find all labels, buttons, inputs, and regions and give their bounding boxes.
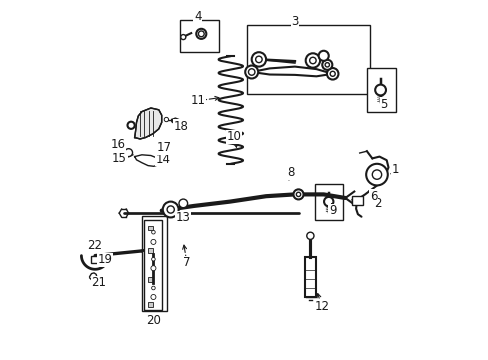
Bar xyxy=(89,245,98,251)
Bar xyxy=(314,184,343,220)
Circle shape xyxy=(329,71,335,76)
Circle shape xyxy=(127,122,134,129)
Circle shape xyxy=(167,206,174,213)
Circle shape xyxy=(325,63,329,67)
Circle shape xyxy=(296,192,300,197)
Bar xyxy=(148,277,153,282)
Circle shape xyxy=(255,56,262,63)
Circle shape xyxy=(151,294,156,300)
Circle shape xyxy=(151,257,155,261)
Circle shape xyxy=(326,68,338,80)
Text: 18: 18 xyxy=(174,120,188,132)
Text: 5: 5 xyxy=(380,98,387,111)
Text: 14: 14 xyxy=(156,153,171,166)
Text: 10: 10 xyxy=(226,130,242,143)
Circle shape xyxy=(293,189,303,199)
Text: 21: 21 xyxy=(91,276,106,289)
Circle shape xyxy=(366,164,387,185)
Text: 6: 6 xyxy=(369,190,376,203)
Text: 8: 8 xyxy=(287,166,294,179)
Text: 12: 12 xyxy=(314,300,329,313)
Text: 1: 1 xyxy=(391,163,399,176)
Circle shape xyxy=(248,69,254,75)
Bar xyxy=(352,196,363,205)
Circle shape xyxy=(172,119,176,123)
Circle shape xyxy=(305,53,320,68)
Circle shape xyxy=(309,57,316,64)
Bar xyxy=(148,226,153,230)
Circle shape xyxy=(124,149,132,157)
Bar xyxy=(144,220,162,310)
Circle shape xyxy=(181,35,185,40)
Circle shape xyxy=(179,199,187,208)
Text: 2: 2 xyxy=(373,197,381,210)
Circle shape xyxy=(371,170,381,179)
Bar xyxy=(91,256,100,263)
Text: 17: 17 xyxy=(157,141,172,154)
Text: 19: 19 xyxy=(97,253,112,266)
Text: 7: 7 xyxy=(183,256,190,269)
Text: 15: 15 xyxy=(112,152,127,165)
Bar xyxy=(148,302,153,307)
Bar xyxy=(148,248,153,253)
Circle shape xyxy=(196,29,206,39)
Bar xyxy=(366,68,395,112)
Text: 11: 11 xyxy=(190,94,205,107)
Bar xyxy=(179,20,218,52)
Circle shape xyxy=(318,51,328,61)
Circle shape xyxy=(251,52,265,67)
Circle shape xyxy=(306,232,313,239)
Circle shape xyxy=(164,117,168,122)
Text: 20: 20 xyxy=(146,314,161,327)
Text: 22: 22 xyxy=(87,239,102,252)
Polygon shape xyxy=(134,108,162,139)
Circle shape xyxy=(198,31,204,37)
Circle shape xyxy=(151,239,156,244)
Text: 3: 3 xyxy=(291,15,298,28)
Circle shape xyxy=(244,66,258,78)
Text: 16: 16 xyxy=(110,138,125,150)
Circle shape xyxy=(151,230,155,234)
Circle shape xyxy=(324,197,333,206)
Circle shape xyxy=(374,85,385,95)
Circle shape xyxy=(322,60,332,70)
Text: 9: 9 xyxy=(328,204,336,217)
Circle shape xyxy=(163,202,178,217)
Circle shape xyxy=(151,286,155,290)
Circle shape xyxy=(151,266,156,271)
Text: 4: 4 xyxy=(194,10,201,23)
Text: 13: 13 xyxy=(176,211,190,224)
Bar xyxy=(142,216,167,311)
Circle shape xyxy=(92,246,95,250)
Bar xyxy=(247,25,370,94)
Bar xyxy=(305,257,315,297)
